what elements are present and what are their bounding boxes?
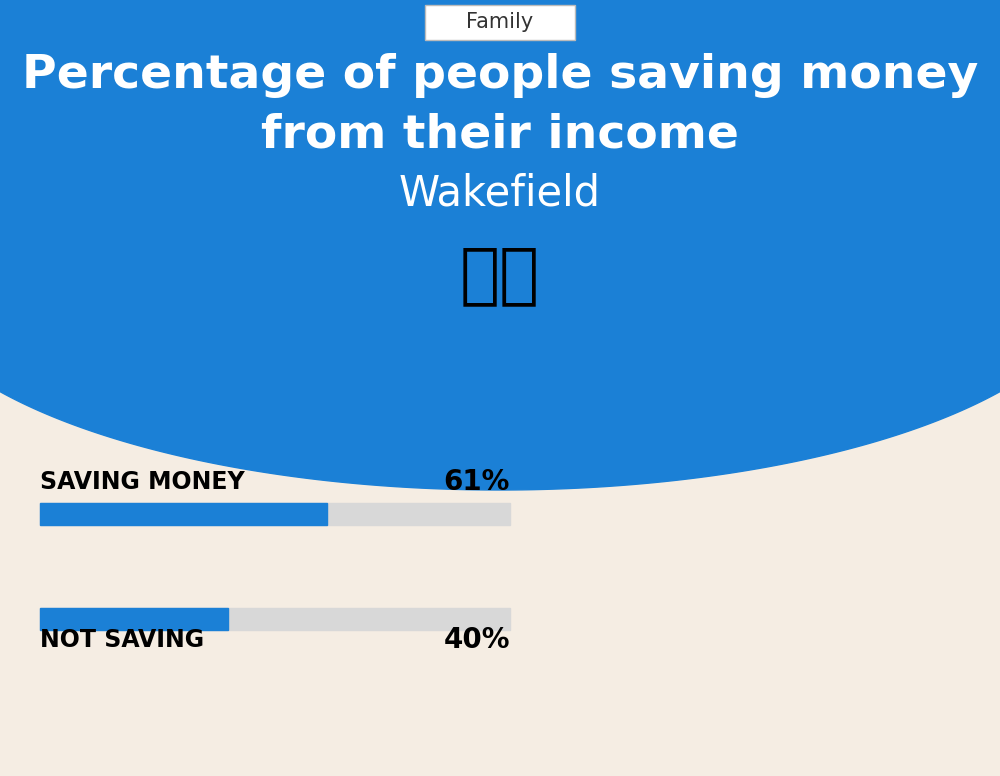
Text: 61%: 61% (444, 468, 510, 496)
Text: NOT SAVING: NOT SAVING (40, 628, 204, 652)
Bar (40, 608, 228, 630)
Bar (40, 503, 510, 525)
Text: from their income: from their income (261, 113, 739, 158)
Bar (40, 608, 510, 630)
Text: Percentage of people saving money: Percentage of people saving money (22, 53, 978, 98)
Text: Wakefield: Wakefield (399, 172, 601, 214)
FancyBboxPatch shape (425, 5, 575, 40)
Bar (40, 503, 327, 525)
Text: SAVING MONEY: SAVING MONEY (40, 470, 245, 494)
Text: Family: Family (466, 12, 534, 33)
Polygon shape (0, 0, 1000, 490)
Text: 40%: 40% (444, 626, 510, 654)
Text: 🇬🇧: 🇬🇧 (460, 242, 540, 308)
